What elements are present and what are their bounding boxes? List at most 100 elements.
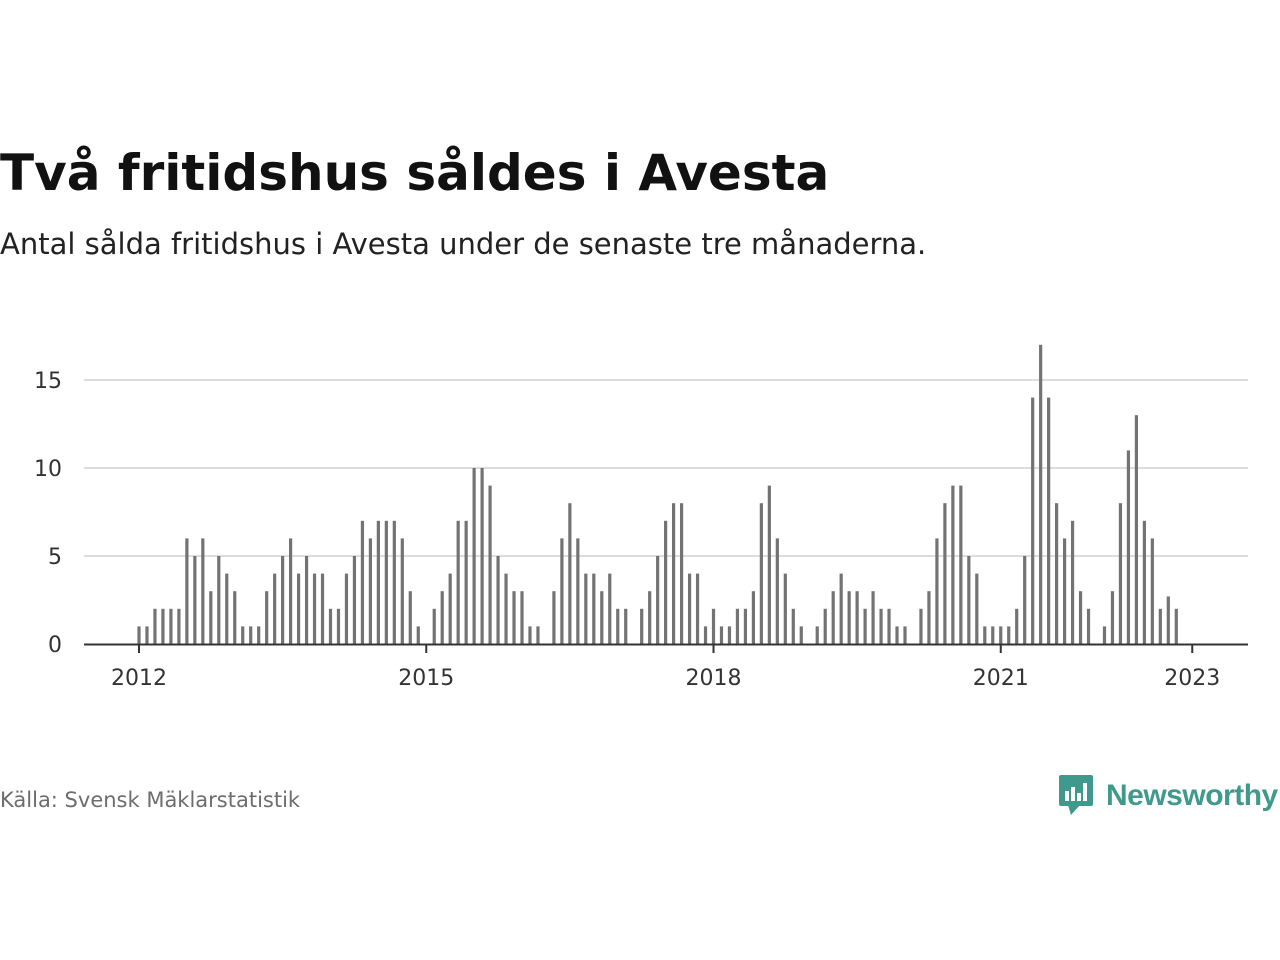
bar (552, 591, 556, 644)
bar (1062, 538, 1067, 644)
bar (887, 608, 891, 644)
bar (775, 538, 779, 644)
source-note: Källa: Svensk Mäklarstatistik (0, 788, 301, 812)
bar (687, 573, 692, 644)
bar (193, 556, 197, 644)
bar (273, 573, 277, 644)
bar (233, 591, 237, 644)
bar (1174, 608, 1178, 644)
bar (137, 626, 141, 644)
bar (296, 573, 301, 644)
bar (249, 626, 253, 644)
bar (568, 503, 572, 644)
bar (440, 591, 444, 644)
bar (608, 573, 612, 644)
bar (1102, 626, 1107, 644)
y-tick-label: 5 (48, 545, 62, 570)
bar (927, 591, 931, 644)
bar (1126, 450, 1131, 644)
bar (592, 573, 596, 644)
bar (328, 608, 333, 644)
bar (1055, 503, 1059, 644)
bar (799, 626, 803, 644)
bar (464, 520, 468, 644)
bar (703, 626, 708, 644)
bar (1023, 556, 1027, 644)
bar (879, 608, 883, 644)
bar (1086, 608, 1091, 644)
bar (392, 520, 396, 644)
bar (432, 608, 436, 644)
bar (711, 608, 716, 644)
bar (320, 573, 325, 644)
bar (185, 538, 189, 644)
bar (935, 538, 939, 644)
bar (847, 591, 851, 644)
bar (161, 608, 165, 644)
y-tick-label: 15 (34, 369, 62, 394)
bar (679, 503, 684, 644)
x-tick-label: 2021 (973, 666, 1029, 691)
bar (943, 503, 947, 644)
bar (1070, 520, 1075, 644)
bar (719, 626, 724, 644)
bar (1078, 591, 1083, 644)
bar (871, 591, 875, 644)
bar (408, 591, 412, 644)
bar (1142, 520, 1146, 644)
y-tick-label: 0 (48, 633, 62, 658)
x-tick-label: 2012 (111, 666, 167, 691)
chat-bars-icon (1058, 772, 1094, 820)
bar (376, 520, 380, 644)
bar (528, 626, 532, 644)
bar (983, 626, 987, 644)
bar (265, 591, 269, 644)
x-axis (84, 643, 1248, 653)
axis-labels: 0 5 10 15 2 2012 2015 2018 2021 2023 (34, 320, 1220, 691)
chart-subtitle: Antal sålda fritidshus i Avesta under de… (0, 227, 927, 261)
bar (201, 538, 205, 644)
bar (1007, 626, 1011, 644)
value-annotation: 2 (1185, 320, 1200, 326)
bar (815, 626, 819, 644)
bar (1166, 596, 1170, 644)
bar (616, 608, 620, 644)
bar (831, 591, 835, 644)
bar (863, 608, 867, 644)
x-tick-label: 2015 (398, 666, 454, 691)
bar (767, 485, 771, 644)
bar (512, 591, 516, 644)
bar (727, 626, 732, 644)
bar (1039, 344, 1043, 644)
bar (903, 626, 907, 644)
bar (504, 573, 508, 644)
x-tick-label: 2018 (686, 666, 742, 691)
bar (496, 556, 500, 644)
bar (336, 608, 341, 644)
y-tick-label: 10 (34, 457, 62, 482)
bar (153, 608, 157, 644)
bar (520, 591, 524, 644)
bar (145, 626, 149, 644)
bar (352, 556, 357, 644)
newsworthy-logo[interactable]: Newsworthy (1058, 772, 1278, 820)
bar (368, 538, 372, 644)
bar (281, 556, 285, 644)
bar (456, 520, 460, 644)
bar (400, 538, 404, 644)
bar (855, 591, 859, 644)
bar (959, 485, 963, 644)
bar (209, 591, 213, 644)
bar (312, 573, 317, 644)
bars (137, 344, 1178, 644)
bar (991, 626, 995, 644)
bar (951, 485, 955, 644)
bar (488, 485, 492, 644)
bar (600, 591, 604, 644)
bar (967, 556, 971, 644)
bar (1047, 397, 1051, 644)
bar (975, 573, 979, 644)
bar (304, 556, 309, 644)
bar (584, 573, 588, 644)
bar (823, 608, 827, 644)
